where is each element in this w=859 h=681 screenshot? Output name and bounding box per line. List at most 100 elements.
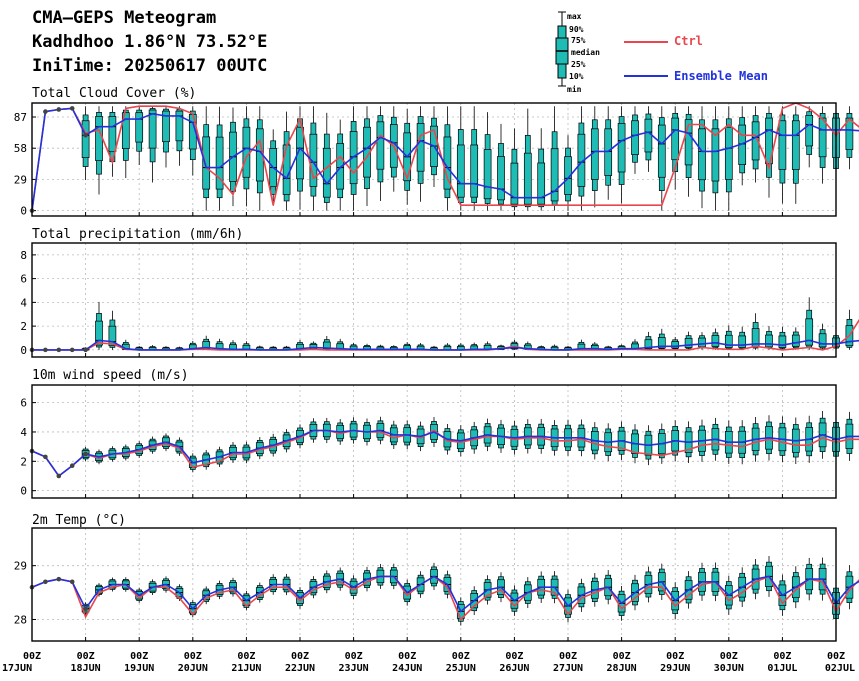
box-inner [617,123,626,173]
y-tick-label: 29 [14,173,27,186]
box-inner [175,110,184,142]
box-inner [818,333,827,348]
box-inner [322,341,331,350]
boxplot [765,326,773,350]
box-inner [711,128,720,182]
box-inner [778,120,787,170]
deterministic-point [69,579,75,585]
x-tick-label-date: 27JUN [553,663,583,674]
deterministic-point [83,606,88,612]
boxplot [765,106,773,198]
x-tick-label-date: 29JUN [660,663,690,674]
deterministic-point [43,347,48,353]
boxplot [791,327,800,350]
boxplot [443,106,452,211]
panel-2: Total precipitation (mm/6h) 0 2 4 6 8 [20,227,859,358]
boxplot [483,112,492,211]
y-tick-label: 6 [20,397,27,410]
deterministic-point [56,347,62,353]
box-inner [671,117,680,161]
header: CMA—GEPS Meteogram Kadhdhoo 1.86°N 73.52… [0,0,859,100]
x-tick-label-date: 24JUN [392,663,422,674]
boxplot [724,106,733,211]
box-inner [657,337,666,349]
box-inner [698,337,706,348]
boxplot [604,106,613,200]
box-inner [202,136,211,190]
x-tick-label-time: 00Z [77,651,95,662]
legend-10-label: 10% [569,72,584,81]
y-tick-label: 4 [20,426,27,439]
boxplot [456,106,465,211]
box-inner [778,335,787,348]
box-inner [483,149,492,200]
y-tick-label: 87 [14,111,27,124]
boxplot [684,106,693,197]
legend-25-label: 25% [571,60,586,69]
box-inner [537,162,546,205]
box-inner [416,123,425,172]
box-inner [497,156,505,201]
boxplot [617,106,626,204]
box-inner [282,144,291,195]
y-tick-label: 0 [20,205,27,218]
y-tick-label: 0 [20,485,27,498]
legend-max-label: max [567,12,582,21]
x-tick-label-time: 00Z [505,651,523,662]
x-tick-label-time: 00Z [827,651,845,662]
box-inner [95,116,103,161]
x-tick-label-time: 00Z [666,651,684,662]
ctrl-line [31,429,859,478]
box-inner [791,334,800,347]
legend: max 90% 75% median 25% 10% min Ctrl Ense… [548,8,848,98]
deterministic-point [56,107,62,112]
boxplot [215,106,224,211]
boxplot [523,108,532,211]
box-inner [376,121,385,170]
box-inner [818,117,827,158]
legend-box-icon [555,11,569,87]
box-inner [765,117,773,165]
panel-frame [31,384,837,499]
boxplot [416,106,425,202]
box-inner [81,120,90,158]
deterministic-point [69,463,75,469]
y-tick-label: 29 [14,560,27,573]
boxplot [684,331,693,350]
boxplot [255,106,264,211]
boxplot [322,112,331,211]
boxplot [711,106,720,211]
legend-75-label: 75% [571,36,586,45]
x-tick-label-time: 00Z [559,651,577,662]
boxplot [497,123,505,211]
x-tick-label-date: 18JUN [71,663,101,674]
ensemble-mean-line [31,107,859,211]
boxplot [148,106,157,183]
box-inner [724,334,733,348]
boxplot [671,106,680,190]
box-inner [296,126,304,180]
boxplot [309,106,318,211]
boxplot [738,326,747,350]
boxplot [791,106,800,204]
x-tick-label-time: 00Z [613,651,631,662]
x-tick-label-time: 00Z [720,651,738,662]
location-label: Kadhdhoo 1.86°N 73.52°E [32,32,268,52]
box-inner [148,109,157,149]
box-inner [738,335,747,348]
deterministic-point [43,109,48,114]
box-inner [684,119,693,166]
x-tick-label-time: 00Z [184,651,202,662]
box-inner [698,128,706,181]
x-tick-label-date: 02JUL [825,663,855,674]
x-tick-label-date: 17JUN [2,663,32,674]
box-inner [724,126,733,180]
panel-1: Total Cloud Cover (%) 0 29 58 87 [14,86,859,218]
boxplot [282,111,291,211]
boxplot [631,106,639,174]
boxplot [751,106,760,183]
x-tick-label-date: 20JUN [178,663,208,674]
x-tick-label-time: 00Z [130,651,148,662]
x-tick-label-date: 28JUN [607,663,637,674]
x-tick-label-date: 22JUN [285,663,315,674]
